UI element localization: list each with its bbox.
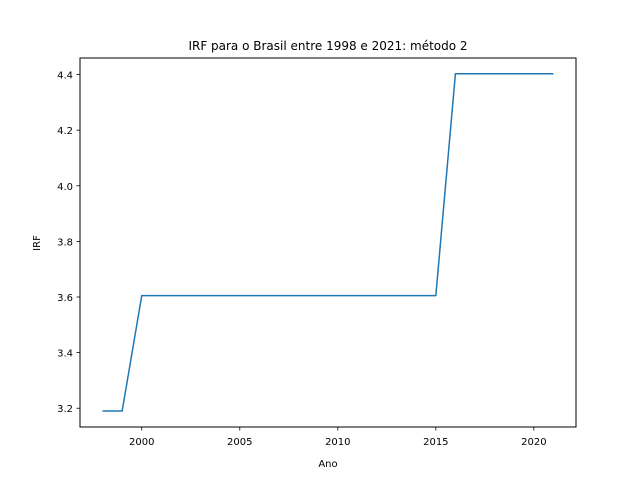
x-tick-label: 2005 xyxy=(227,437,252,448)
y-tick-label: 3.8 xyxy=(57,237,73,248)
series-layer xyxy=(102,72,554,412)
x-tick-label: 2020 xyxy=(521,437,546,448)
y-axis: 3.2 3.4 3.6 3.8 4.0 4.2 4.4 xyxy=(57,71,80,415)
x-axis: 2000 2005 2010 2015 2020 xyxy=(129,427,547,448)
x-tick-label: 2010 xyxy=(325,437,350,448)
plot-frame xyxy=(79,57,577,428)
y-tick-label: 3.6 xyxy=(57,293,73,304)
y-axis-label: IRF xyxy=(32,235,43,251)
y-tick-label: 4.0 xyxy=(57,182,73,193)
y-tick-label: 4.4 xyxy=(57,71,73,82)
x-tick-label: 2000 xyxy=(129,437,154,448)
x-tick-label: 2015 xyxy=(423,437,448,448)
y-tick-label: 4.2 xyxy=(57,126,73,137)
x-axis-label: Ano xyxy=(318,459,337,470)
chart-title: IRF para o Brasil entre 1998 e 2021: mét… xyxy=(188,39,467,53)
y-tick-label: 3.4 xyxy=(57,349,73,360)
series-line xyxy=(102,72,554,412)
y-tick-label: 3.2 xyxy=(57,404,73,415)
plot-area xyxy=(79,57,577,428)
